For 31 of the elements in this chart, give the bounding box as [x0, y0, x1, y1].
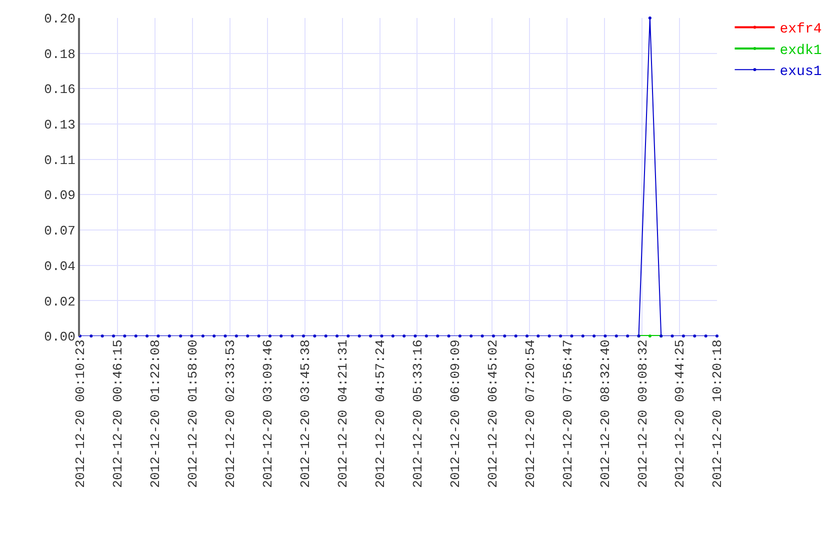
y-tick-label: 0.00	[44, 330, 76, 345]
y-tick-label: 0.13	[44, 118, 76, 133]
x-tick-label: 2012-12-20 06:09:09	[448, 340, 463, 488]
y-tick-label: 0.02	[44, 294, 76, 310]
x-tick-label: 2012-12-20 00:46:15	[110, 340, 126, 488]
x-tick-label: 2012-12-20 00:10:23	[73, 340, 88, 488]
x-tick-label: 2012-12-20 02:33:53	[223, 340, 238, 488]
x-tick-label: 2012-12-20 09:08:32	[635, 340, 650, 488]
y-tick-label: 0.04	[44, 258, 76, 274]
x-tick-label: 2012-12-20 03:45:38	[298, 340, 314, 488]
x-tick-label: 2012-12-20 06:45:02	[485, 340, 500, 488]
legend-label: exdk1	[780, 42, 822, 59]
x-tick-label: 2012-12-20 04:21:31	[336, 339, 351, 488]
x-tick-label: 2012-12-20 04:57:24	[372, 339, 388, 488]
legend-label: exfr4	[780, 22, 822, 38]
y-tick-label: 0.09	[44, 188, 76, 204]
legend-label: exus1	[780, 64, 822, 80]
y-tick-label: 0.18	[44, 46, 76, 62]
x-tick-label: 2012-12-20 03:09:46	[260, 340, 276, 488]
x-tick-label: 2012-12-20 01:58:00	[186, 340, 201, 488]
x-tick-label: 2012-12-20 10:20:18	[710, 340, 726, 488]
y-tick-label: 0.07	[44, 224, 76, 238]
x-tick-label: 2012-12-20 07:56:47	[560, 340, 576, 488]
x-tick-label: 2012-12-20 05:33:16	[410, 340, 426, 488]
y-tick-label: 0.20	[44, 12, 76, 27]
y-tick-label: 0.11	[44, 152, 76, 168]
y-tick-label: 0.16	[44, 82, 76, 98]
x-tick-label: 2012-12-20 08:32:40	[598, 340, 613, 488]
x-tick-label: 2012-12-20 01:22:08	[148, 340, 164, 488]
x-tick-label: 2012-12-20 07:20:54	[522, 339, 538, 488]
x-tick-label: 2012-12-20 09:44:25	[672, 340, 688, 488]
